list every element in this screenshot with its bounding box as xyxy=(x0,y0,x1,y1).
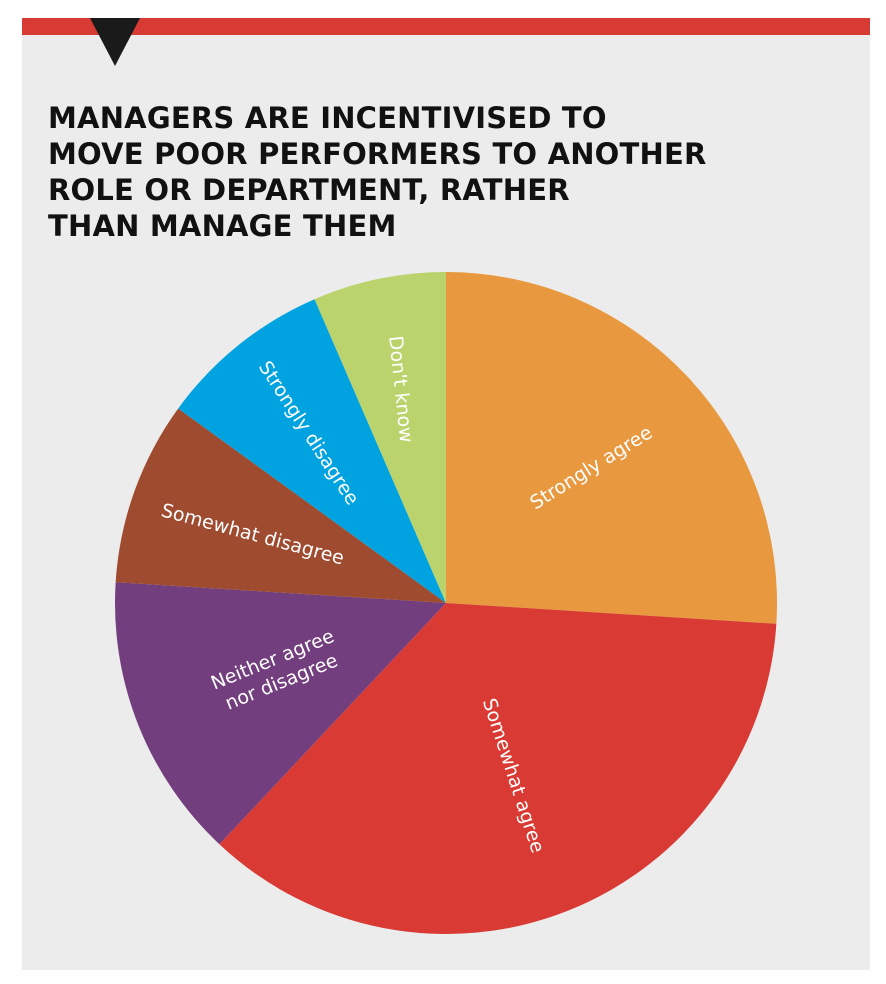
pie-slice-strongly-agree xyxy=(446,272,778,624)
chart-panel: MANAGERS ARE INCENTIVISED TO MOVE POOR P… xyxy=(22,18,870,970)
pie-slice-strongly-disagree xyxy=(178,299,446,603)
pie-slice-somewhat-agree xyxy=(219,603,777,935)
chart-title: MANAGERS ARE INCENTIVISED TO MOVE POOR P… xyxy=(48,101,707,243)
pie-slice-neither-agree-nor-disagree xyxy=(114,582,446,845)
pie-slice-don-t-know xyxy=(314,272,446,603)
accent-bar xyxy=(22,18,870,35)
pie-slices xyxy=(114,272,778,935)
pie-slice-somewhat-disagree xyxy=(115,408,447,603)
notch-triangle xyxy=(90,18,140,66)
